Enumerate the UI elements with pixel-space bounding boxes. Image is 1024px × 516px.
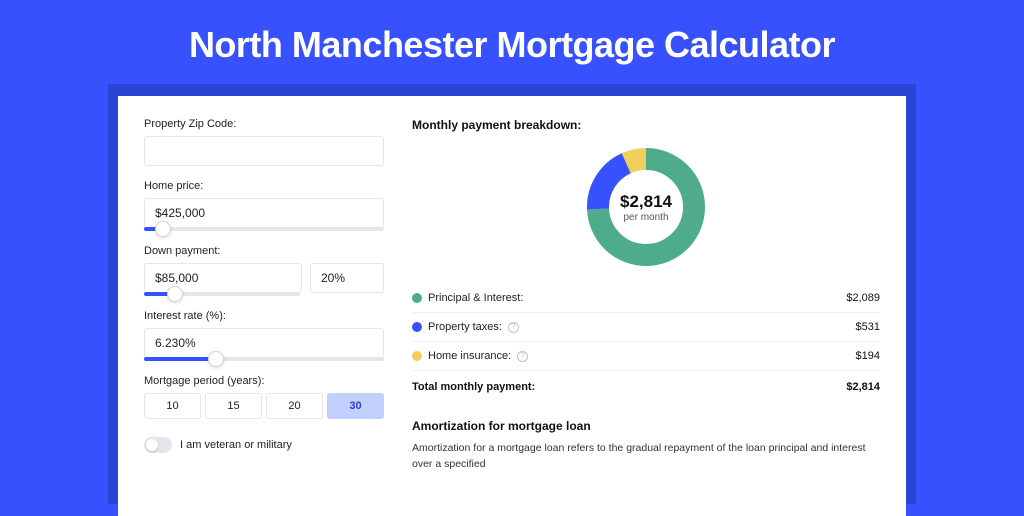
home-price-input[interactable]	[144, 198, 384, 228]
breakdown-item-label: Home insurance:	[428, 350, 511, 362]
legend-dot	[412, 322, 422, 332]
calculator-card: Property Zip Code: Home price: Down paym…	[118, 96, 906, 516]
card-shadow: Property Zip Code: Home price: Down paym…	[108, 84, 916, 504]
breakdown-heading: Monthly payment breakdown:	[412, 118, 880, 132]
down-payment-slider-thumb[interactable]	[167, 286, 183, 302]
page-title: North Manchester Mortgage Calculator	[0, 0, 1024, 84]
period-option-10[interactable]: 10	[144, 393, 201, 419]
veteran-toggle[interactable]	[144, 437, 172, 453]
breakdown-item-label: Property taxes:	[428, 321, 502, 333]
down-payment-pct-input[interactable]	[310, 263, 384, 293]
home-price-label: Home price:	[144, 180, 384, 192]
breakdown-item-amount: $2,089	[846, 292, 880, 304]
breakdown-item: Home insurance:? $194	[412, 342, 880, 370]
legend-dot	[412, 351, 422, 361]
info-icon[interactable]: ?	[508, 322, 519, 333]
donut-sub: per month	[623, 212, 668, 223]
donut-value: $2,814	[620, 192, 672, 212]
zip-field: Property Zip Code:	[144, 118, 384, 166]
zip-label: Property Zip Code:	[144, 118, 384, 130]
down-payment-label: Down payment:	[144, 245, 384, 257]
home-price-field: Home price:	[144, 180, 384, 231]
inputs-column: Property Zip Code: Home price: Down paym…	[144, 118, 384, 516]
period-field: Mortgage period (years): 10152030	[144, 375, 384, 419]
interest-label: Interest rate (%):	[144, 310, 384, 322]
donut-chart: $2,814 per month	[585, 146, 707, 268]
breakdown-item-label: Principal & Interest:	[428, 292, 523, 304]
breakdown-items: Principal & Interest: $2,089 Property taxe…	[412, 284, 880, 370]
home-price-slider-thumb[interactable]	[155, 221, 171, 237]
breakdown-item: Principal & Interest: $2,089	[412, 284, 880, 313]
interest-input[interactable]	[144, 328, 384, 358]
interest-slider-fill	[144, 357, 216, 361]
breakdown-item-left: Property taxes:?	[412, 321, 519, 333]
breakdown-item-left: Home insurance:?	[412, 350, 528, 362]
period-option-15[interactable]: 15	[205, 393, 262, 419]
donut-chart-wrap: $2,814 per month	[412, 142, 880, 284]
breakdown-item-left: Principal & Interest:	[412, 292, 523, 304]
breakdown-column: Monthly payment breakdown: $2,814 per mo…	[412, 118, 880, 516]
amortization-text: Amortization for a mortgage loan refers …	[412, 441, 880, 473]
veteran-field: I am veteran or military	[144, 437, 384, 453]
interest-slider[interactable]	[144, 357, 384, 361]
period-option-30[interactable]: 30	[327, 393, 384, 419]
down-payment-slider[interactable]	[144, 292, 300, 296]
donut-center: $2,814 per month	[585, 146, 707, 268]
info-icon[interactable]: ?	[517, 351, 528, 362]
breakdown-item-amount: $194	[856, 350, 880, 362]
home-price-slider[interactable]	[144, 227, 384, 231]
breakdown-item: Property taxes:? $531	[412, 313, 880, 342]
interest-field: Interest rate (%):	[144, 310, 384, 361]
down-payment-field: Down payment:	[144, 245, 384, 296]
legend-dot	[412, 293, 422, 303]
veteran-label: I am veteran or military	[180, 439, 292, 451]
period-options: 10152030	[144, 393, 384, 419]
period-option-20[interactable]: 20	[266, 393, 323, 419]
total-label: Total monthly payment:	[412, 381, 535, 393]
amortization-heading: Amortization for mortgage loan	[412, 419, 880, 433]
zip-input[interactable]	[144, 136, 384, 166]
total-amount: $2,814	[846, 381, 880, 393]
interest-slider-thumb[interactable]	[208, 351, 224, 367]
period-label: Mortgage period (years):	[144, 375, 384, 387]
total-row: Total monthly payment: $2,814	[412, 370, 880, 405]
breakdown-item-amount: $531	[856, 321, 880, 333]
